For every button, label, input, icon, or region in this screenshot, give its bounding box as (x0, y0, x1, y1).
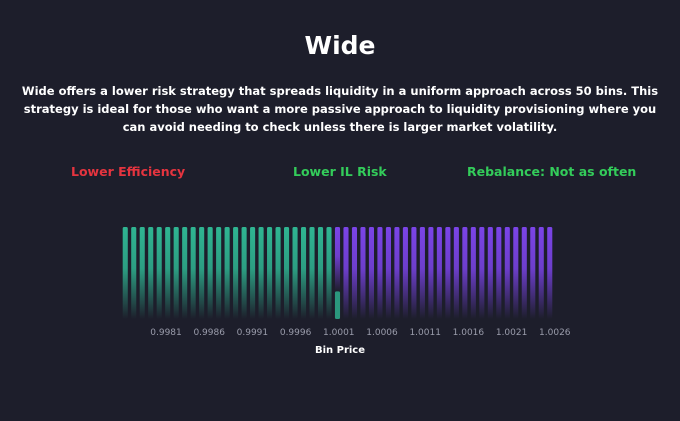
rebalance-label: Rebalance: Not as often (467, 164, 637, 179)
green-bin-bar (326, 227, 332, 319)
purple-bin-bar (360, 227, 366, 319)
purple-bin-bar (368, 227, 374, 319)
green-bin-bar (173, 227, 179, 319)
x-tick-label: 0.9991 (237, 328, 269, 338)
green-bin-bar (233, 227, 239, 319)
green-bin-bar (207, 227, 213, 319)
purple-bin-bar (351, 227, 358, 319)
green-bin-bar (284, 227, 290, 319)
purple-bin-bar (487, 227, 493, 319)
green-bin-bar (267, 227, 273, 319)
purple-bin-bar (496, 227, 502, 319)
purple-bin-bar (462, 227, 468, 319)
green-bin-bar (292, 227, 298, 319)
page-title: Wide (304, 31, 376, 60)
purple-bin-bar (419, 227, 425, 319)
purple-bin-bar (377, 227, 383, 319)
purple-bin-bar (343, 227, 349, 319)
green-bin-bar (165, 227, 171, 319)
purple-bin-bar (453, 227, 459, 319)
efficiency-label: Lower Efficiency (71, 164, 186, 179)
purple-bin-bar (547, 227, 553, 319)
green-bin-bar (182, 227, 188, 319)
x-tick-label: 1.0021 (496, 328, 528, 338)
green-bin-bar (156, 227, 162, 319)
green-bin-bar (250, 227, 256, 319)
purple-bin-bar (411, 227, 417, 319)
purple-bin-bar (538, 227, 544, 319)
green-bin-bar (199, 227, 205, 319)
purple-bin-bar (385, 227, 391, 319)
x-tick-label: 1.0026 (539, 328, 571, 338)
green-bin-bar (131, 227, 137, 319)
strategy-description: Wide offers a lower risk strategy that s… (21, 84, 659, 134)
green-bin-bar (334, 291, 341, 319)
green-bin-bar (317, 227, 324, 319)
purple-bin-bar (530, 227, 536, 319)
green-bin-bar (216, 227, 222, 319)
green-bin-bar (122, 227, 128, 319)
green-bin-bar (241, 227, 247, 319)
purple-bin-bar (479, 227, 485, 319)
purple-bin-bar (436, 227, 442, 319)
purple-bin-bar (521, 227, 527, 319)
purple-bin-bar (445, 227, 451, 319)
x-tick-label: 0.9981 (150, 328, 182, 338)
green-bin-bar (139, 227, 145, 319)
green-bin-bar (224, 227, 230, 319)
purple-bin-bar (504, 227, 510, 319)
il-risk-label: Lower IL Risk (293, 164, 387, 179)
purple-bin-bar (428, 227, 434, 319)
purple-bin-bar (394, 227, 400, 319)
purple-bin-bar (402, 227, 408, 319)
purple-bin-bar (334, 227, 341, 292)
green-bin-bar (300, 227, 307, 319)
x-axis-label: Bin Price (314, 345, 366, 356)
green-bin-bar (148, 227, 154, 319)
purple-bin-bar (513, 227, 519, 319)
x-tick-label: 1.0001 (323, 328, 355, 338)
x-tick-label: 0.9996 (280, 328, 312, 338)
x-tick-label: 1.0011 (409, 328, 441, 338)
green-bin-bar (258, 227, 264, 319)
green-bin-bar (275, 227, 281, 319)
x-tick-label: 1.0016 (453, 328, 485, 338)
x-tick-label: 1.0006 (366, 328, 398, 338)
purple-bin-bar (470, 227, 476, 319)
x-tick-label: 0.9986 (193, 328, 225, 338)
green-bin-bar (309, 227, 315, 319)
green-bin-bar (190, 227, 196, 319)
